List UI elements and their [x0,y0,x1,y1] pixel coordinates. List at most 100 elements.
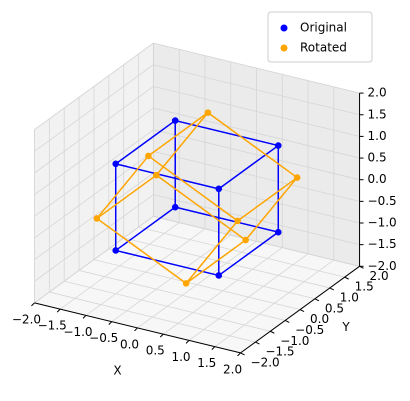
edge [147,112,209,157]
grid-line [34,172,154,260]
x-tick [31,302,35,307]
edge [115,206,176,252]
grid-line [78,270,286,321]
edge [96,174,157,220]
x-tick-label: 1.5 [197,356,216,370]
edge [175,206,279,233]
z-tick-label: 0.5 [368,151,387,165]
z-tick-label: −1.5 [368,237,397,251]
grid-line [34,86,154,174]
grid-line [64,280,271,332]
edge [218,144,279,190]
y-tick-label: 2.0 [370,269,389,283]
y-tick [255,341,260,345]
y-axis [240,265,360,354]
y-tick-label: 1.5 [355,280,374,294]
edge [155,112,209,176]
edge [218,231,279,277]
grid-line [138,226,345,278]
grid-line [123,237,330,289]
y-tick-label: −1.0 [280,334,309,348]
edge [96,155,149,219]
grid-line [153,86,360,137]
x-tick-label: 2.0 [223,362,242,376]
y-tick-label: 0.5 [325,301,344,315]
z-tick-label: 1.5 [368,107,387,121]
x-axis-label: X [113,363,121,377]
grid-line [153,42,360,94]
point [215,185,223,193]
point [215,272,223,279]
point [234,217,241,225]
grid-line [153,150,360,202]
legend-label: Rotated [300,41,347,55]
grid-line [153,215,360,267]
y-tick-label: −0.5 [295,323,324,337]
point [93,215,101,222]
point [293,174,301,181]
x-tick-label: 0.0 [120,337,139,351]
grid-line [49,291,256,343]
point [204,109,212,116]
grid-line [153,107,360,159]
y-tick-label: 0.0 [310,312,329,326]
x-tick-label: −1.5 [38,319,67,333]
edge [237,176,298,222]
z-tick-label: 2.0 [368,86,387,100]
x-tick [211,346,216,351]
x-tick-label: 1.0 [171,350,190,364]
point [274,142,282,149]
point [274,228,282,236]
y-tick-label: −2.0 [251,355,280,369]
x-tick [237,352,241,357]
edge [185,239,247,284]
legend-box [267,11,373,63]
y-tick [284,319,290,323]
y-tick [270,330,275,334]
edge [115,163,219,190]
edge [207,112,298,179]
x-tick [185,340,190,344]
grid-line [34,151,154,239]
x-axis [34,302,241,354]
grid-line [34,129,154,217]
legend-label: Original [300,21,347,35]
z-tick-label: 0.0 [368,172,387,186]
x-tick [108,321,113,326]
z-tick-label: −1.0 [368,216,397,230]
y-tick [329,287,335,291]
point [145,152,152,160]
legend-marker [280,24,288,32]
x-tick-label: −1.0 [63,325,92,339]
x-tick [159,333,164,338]
grid-line [153,194,360,246]
y-tick-label: 1.0 [340,290,359,304]
x-tick [82,315,87,319]
edge [96,217,187,284]
z-tick-label: −2.0 [368,259,397,273]
x-tick [56,308,61,313]
grid-line [34,64,154,152]
point [171,117,179,124]
point [153,171,160,179]
point [171,203,179,211]
grid-line [153,64,360,116]
grid-line [34,107,154,195]
grid-line [34,194,154,282]
x-tick-label: −2.0 [12,312,41,326]
legend-marker [280,44,288,52]
y-tick [344,276,349,280]
grid-line [34,215,154,304]
edge [245,177,298,241]
y-tick-label: −1.5 [265,345,294,359]
grid-line [34,42,154,131]
x-tick-label: 0.5 [146,344,165,358]
x-tick [134,327,138,332]
point [112,247,120,254]
edge [185,220,239,284]
y-axis-label: Y [341,320,350,334]
edge [115,119,176,165]
point [182,280,190,287]
x-tick-label: −0.5 [89,331,118,345]
